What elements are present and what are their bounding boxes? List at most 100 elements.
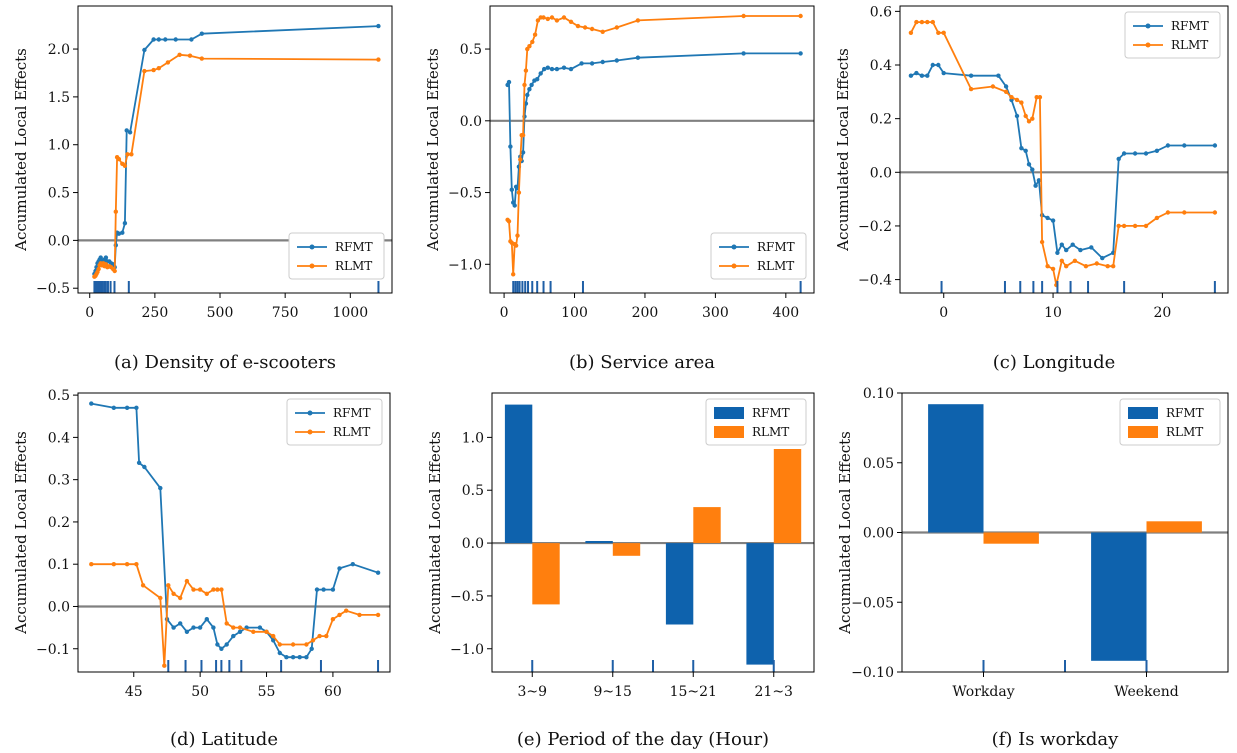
- y-tick-label-3: 0.5: [462, 483, 484, 499]
- point-rfmt-21: [1055, 250, 1060, 255]
- point-rlmt-12: [522, 82, 527, 88]
- y-tick-label-4: 1.0: [462, 430, 484, 446]
- point-rfmt-19: [120, 230, 125, 235]
- point-rfmt-32: [798, 51, 803, 56]
- point-rlmt-7: [968, 86, 974, 92]
- y-tick-label-3: 0.05: [863, 456, 894, 472]
- point-rfmt-8: [171, 625, 176, 630]
- point-rlmt-22: [129, 152, 134, 157]
- legend: RFMT RLMT: [710, 232, 807, 280]
- chart-panel-c: −0.4 −0.2 0.0 0.2 0.4 0.6 0 10 20 Accumulated Loc…: [834, 4, 1229, 373]
- x-tick-label-1: 100: [561, 305, 588, 321]
- point-rfmt-31: [741, 51, 746, 56]
- y-tick-label-0: −1.0: [448, 257, 482, 273]
- x-tick-label-0: 45: [125, 684, 143, 700]
- point-rlmt-29: [1116, 223, 1121, 229]
- point-rlmt-18: [1039, 239, 1045, 245]
- point-rlmt-33: [375, 612, 381, 618]
- bar-rfmt-1: [1091, 532, 1147, 661]
- point-rlmt-26: [1094, 261, 1100, 266]
- point-rlmt-18: [535, 18, 541, 23]
- x-tick-label-3: 60: [324, 684, 342, 700]
- point-rlmt-16: [530, 39, 535, 45]
- series-line-rfmt: [910, 64, 1215, 260]
- y-axis-label: Accumulated Local Effects: [12, 48, 30, 252]
- point-rlmt-22: [271, 633, 276, 639]
- point-rlmt-11: [191, 587, 196, 592]
- point-rlmt-8: [171, 591, 176, 596]
- point-rlmt-24: [1072, 258, 1078, 263]
- legend-label-rfmt: RFMT: [335, 240, 373, 254]
- legend: RFMT RLMT: [288, 232, 385, 280]
- point-rlmt-2: [124, 562, 130, 567]
- point-rlmt-33: [1154, 215, 1160, 221]
- bar-rlmt-2: [693, 507, 721, 543]
- legend-marker-rlmt: [731, 263, 737, 269]
- legend-swatch-rlmt: [714, 426, 744, 438]
- chart-panel-a: −0.5 0.0 0.5 1.0 1.5 2.0 0 250 500 750 1000 Accumul…: [12, 5, 393, 373]
- point-rfmt-1: [914, 70, 919, 76]
- x-tick-label-1: 50: [191, 684, 209, 700]
- point-rlmt-28: [1111, 264, 1116, 269]
- point-rfmt-26: [163, 37, 168, 42]
- series-line-rfmt: [506, 52, 801, 207]
- panel-caption: (e) Period of the day (Hour): [517, 729, 769, 750]
- bar-rlmt-3: [773, 449, 802, 544]
- x-tick-label-2: 55: [258, 684, 276, 700]
- point-rfmt-28: [304, 655, 309, 660]
- point-rlmt-14: [1026, 119, 1032, 124]
- point-rlmt-34: [1165, 210, 1171, 215]
- point-rfmt-33: [1154, 148, 1160, 153]
- point-rlmt-9: [178, 595, 183, 601]
- x-tick-label-4: 400: [772, 305, 799, 321]
- legend-label-rfmt: RFMT: [1166, 406, 1204, 420]
- point-rfmt-16: [1033, 183, 1038, 188]
- point-rlmt-17: [532, 32, 538, 37]
- point-rfmt-3: [509, 187, 514, 192]
- point-rlmt-4: [140, 583, 146, 588]
- chart-panel-e: −1.0 −0.5 0.0 0.5 1.0 3~9 9~15 15~21 21~3 Accumul…: [426, 392, 815, 750]
- point-rfmt-12: [1019, 146, 1024, 151]
- x-tick-label-1: 250: [142, 305, 169, 321]
- point-rfmt-14: [1026, 162, 1032, 167]
- legend-label-rfmt: RFMT: [757, 240, 795, 254]
- legend-label-rfmt: RFMT: [1171, 19, 1209, 33]
- point-rfmt-26: [290, 655, 296, 660]
- y-tick-label-2: 0.5: [48, 186, 70, 202]
- legend-marker-rfmt: [309, 244, 315, 250]
- point-rlmt-15: [112, 268, 117, 274]
- point-rlmt-35: [1182, 210, 1187, 215]
- x-tick-label-2: 15~21: [670, 684, 717, 700]
- x-tick-label-2: 200: [632, 305, 659, 321]
- point-rlmt-12: [1019, 100, 1024, 105]
- point-rlmt-32: [741, 13, 746, 19]
- point-rfmt-24: [277, 650, 282, 656]
- point-rlmt-28: [589, 26, 595, 32]
- y-tick-label-0: −0.5: [36, 281, 70, 297]
- y-tick-label-1: 0.0: [48, 599, 70, 615]
- point-rfmt-0: [908, 73, 914, 78]
- point-rfmt-21: [124, 128, 129, 133]
- point-rfmt-18: [231, 633, 236, 639]
- x-tick-label-0: 3~9: [517, 684, 547, 700]
- point-rlmt-30: [337, 612, 342, 618]
- point-rfmt-27: [589, 61, 595, 66]
- point-rlmt-13: [1023, 113, 1028, 119]
- point-rfmt-2: [919, 73, 925, 78]
- point-rfmt-2: [508, 144, 513, 149]
- point-rfmt-36: [1212, 143, 1218, 148]
- point-rlmt-4: [511, 272, 516, 277]
- point-rlmt-30: [376, 57, 381, 62]
- point-rlmt-31: [635, 18, 641, 23]
- y-axis-label: Accumulated Local Effects: [426, 431, 444, 635]
- point-rfmt-26: [579, 61, 584, 66]
- point-rlmt-21: [545, 16, 550, 22]
- y-tick-label-4: 0.10: [863, 386, 894, 402]
- axes-frame: [77, 392, 391, 673]
- x-tick-label-3: 21~3: [755, 684, 793, 700]
- point-rlmt-32: [357, 612, 362, 618]
- y-tick-label-6: 0.5: [48, 388, 70, 404]
- point-rlmt-19: [1045, 264, 1050, 269]
- point-rlmt-17: [1037, 95, 1043, 100]
- point-rlmt-29: [330, 617, 336, 622]
